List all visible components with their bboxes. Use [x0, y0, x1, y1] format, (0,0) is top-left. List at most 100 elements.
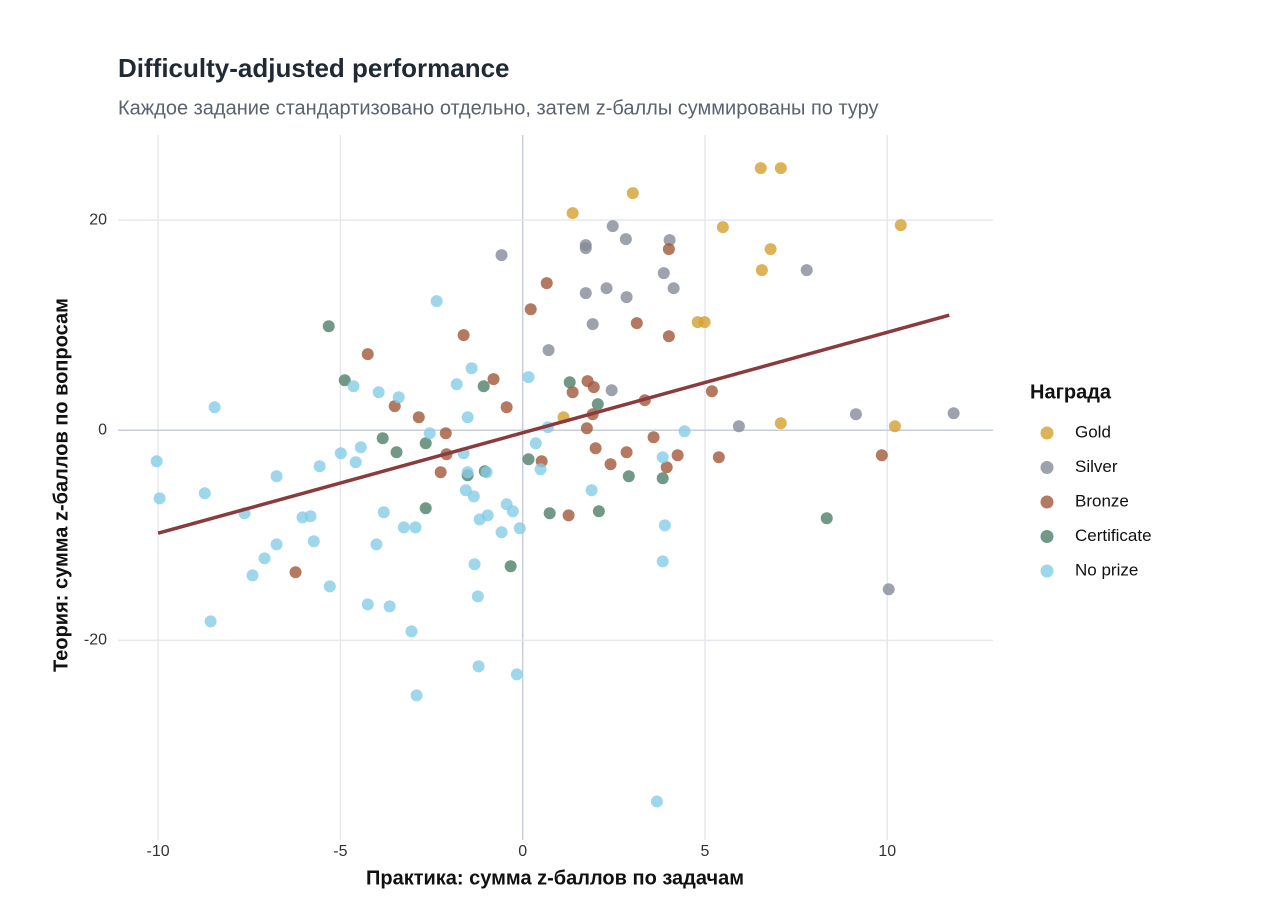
point	[619, 233, 632, 246]
point	[820, 512, 833, 525]
point	[349, 456, 362, 469]
point	[529, 437, 542, 450]
point	[495, 249, 508, 262]
point	[875, 449, 888, 462]
point	[419, 502, 432, 515]
y-tick-label: 0	[98, 421, 107, 438]
point	[580, 422, 593, 435]
y-tick-label: 20	[89, 211, 107, 228]
point	[626, 187, 639, 200]
legend-marker	[1040, 461, 1054, 474]
point	[461, 466, 474, 479]
point	[662, 243, 675, 256]
chart-title: Difficulty-adjusted performance	[118, 53, 510, 83]
point	[592, 505, 605, 518]
point	[589, 442, 602, 455]
point	[604, 458, 617, 471]
point	[524, 303, 537, 316]
point	[354, 441, 367, 454]
point	[656, 451, 669, 464]
point	[667, 282, 680, 295]
y-axis-label: Теория: сумма z-баллов по вопросам	[50, 298, 72, 672]
point	[153, 492, 166, 505]
x-tick-label: -5	[333, 843, 347, 860]
point	[543, 507, 556, 520]
point	[605, 384, 618, 397]
point	[587, 381, 600, 394]
point	[882, 583, 895, 596]
point	[338, 374, 351, 387]
point	[671, 449, 684, 462]
point	[658, 519, 671, 532]
point	[323, 580, 336, 593]
point	[522, 371, 535, 384]
point	[412, 411, 425, 424]
point	[579, 242, 592, 255]
point	[477, 380, 490, 393]
point	[630, 317, 643, 330]
point	[376, 432, 389, 445]
point	[586, 318, 599, 331]
point	[579, 287, 592, 300]
point	[566, 207, 579, 220]
point	[465, 362, 478, 375]
point	[270, 470, 283, 483]
point	[410, 689, 423, 702]
point	[258, 552, 271, 565]
point	[947, 407, 960, 420]
point	[467, 490, 480, 503]
point	[506, 505, 519, 518]
point	[705, 385, 718, 398]
point	[764, 243, 777, 256]
point	[600, 282, 613, 295]
point	[322, 320, 335, 333]
point	[204, 615, 217, 628]
x-tick-label: -10	[147, 843, 170, 860]
point	[198, 487, 211, 500]
point	[774, 417, 787, 430]
point	[372, 386, 385, 399]
point	[450, 378, 463, 391]
x-tick-label: 10	[878, 843, 896, 860]
point	[377, 506, 390, 519]
point	[678, 425, 691, 438]
point	[495, 526, 508, 539]
point	[732, 420, 745, 433]
point	[500, 401, 513, 414]
point	[650, 795, 663, 808]
point	[487, 373, 500, 386]
legend-marker	[1040, 495, 1054, 509]
point	[522, 453, 535, 466]
point	[562, 509, 575, 522]
point	[150, 455, 163, 468]
point	[542, 344, 555, 357]
point	[361, 598, 374, 611]
legend-label: Silver	[1075, 457, 1118, 476]
legend-marker	[1040, 564, 1054, 578]
point	[712, 451, 725, 464]
point	[347, 380, 360, 393]
point	[289, 566, 302, 579]
point	[534, 463, 547, 476]
x-tick-label: 0	[518, 843, 527, 860]
point	[540, 277, 553, 290]
point	[246, 569, 259, 582]
point	[439, 427, 452, 440]
point	[849, 408, 862, 421]
point	[754, 162, 767, 175]
legend-marker	[1040, 530, 1054, 543]
point	[622, 470, 635, 483]
point	[662, 330, 675, 343]
point	[388, 400, 401, 413]
point	[409, 521, 422, 534]
point	[647, 431, 660, 444]
point	[208, 401, 221, 414]
x-axis-label: Практика: сумма z-баллов по задачам	[366, 867, 744, 889]
point	[774, 162, 787, 175]
legend-title: Награда	[1030, 381, 1112, 403]
point	[468, 558, 481, 571]
point	[480, 466, 493, 479]
point	[660, 461, 673, 474]
point	[513, 522, 526, 535]
point	[620, 446, 633, 459]
